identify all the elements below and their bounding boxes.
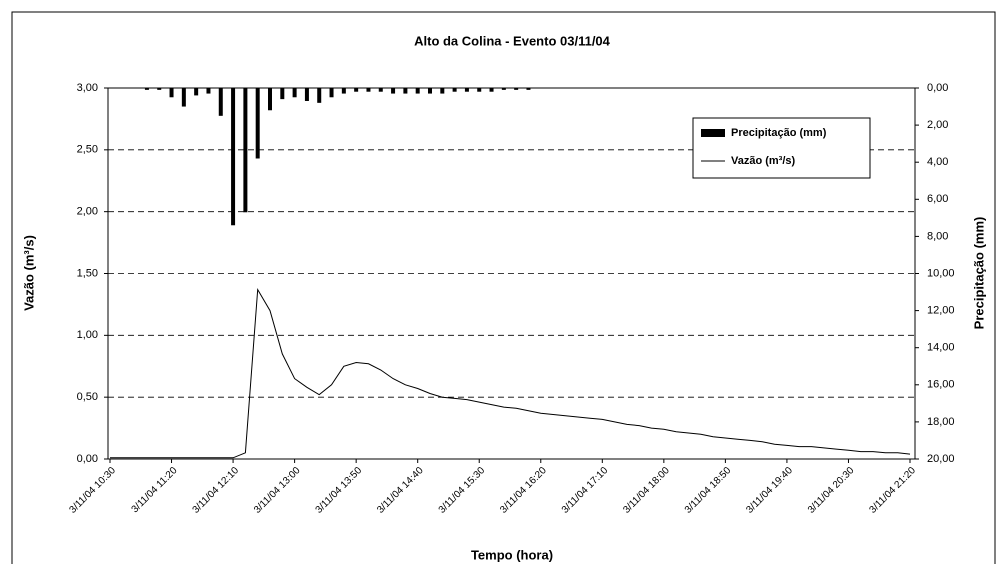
bar [341,88,346,94]
y-tick-label: 1,00 [77,329,98,341]
legend-swatch [701,129,725,137]
bar [428,88,432,94]
legend-label: Precipitação (mm) [731,127,827,139]
y-tick-label: 0,00 [77,453,98,465]
bar [243,88,248,213]
bar [378,88,383,92]
y2-tick-label: 6,00 [927,193,948,205]
bar [206,88,211,94]
y-tick-label: 2,00 [77,206,98,218]
bar [366,88,371,92]
bar [415,88,420,94]
bar [181,88,186,107]
legend-label: Vazão (m³/s) [731,155,796,167]
bar [514,88,519,90]
bar [144,88,149,90]
bar [218,88,223,116]
bar [317,88,322,103]
bar [526,88,531,90]
y2-axis-title: Precipitação (mm) [971,217,986,330]
bar [477,88,482,92]
plot-area [107,87,916,460]
bar [329,88,334,98]
y2-tick-label: 0,00 [927,82,948,94]
y2-tick-label: 14,00 [927,342,955,354]
legend-box [692,117,871,179]
bar [157,88,162,90]
y2-tick-label: 12,00 [927,305,955,317]
bar [464,88,469,92]
line [110,287,911,459]
bar [194,88,199,96]
y2-tick-label: 10,00 [927,267,955,279]
chart-border [11,11,996,564]
bar [255,88,260,159]
bar [169,88,174,98]
bar [440,88,445,94]
bar [280,88,285,100]
bar [403,88,408,94]
y2-tick-label: 8,00 [927,230,948,242]
bar [501,88,506,90]
bar [292,88,297,98]
y-tick-label: 1,50 [77,267,98,279]
y2-tick-label: 20,00 [927,453,955,465]
x-axis-title: Tempo (hora) [471,547,553,562]
bar [391,88,396,94]
bar [354,88,359,92]
y2-tick-label: 18,00 [927,416,955,428]
bar [268,88,272,111]
y-axis-title: Vazão (m³/s) [21,235,36,311]
chart-title: Alto da Colina - Evento 03/11/04 [414,33,611,48]
y2-tick-label: 16,00 [927,379,955,391]
y2-tick-label: 2,00 [927,119,948,131]
bar [304,88,309,101]
y2-tick-label: 4,00 [927,156,948,168]
bar [489,88,494,92]
bar [452,88,457,92]
y-tick-label: 2,50 [77,144,98,156]
y-tick-label: 0,50 [77,391,98,403]
bar [231,88,236,226]
y-tick-label: 3,00 [77,82,98,94]
